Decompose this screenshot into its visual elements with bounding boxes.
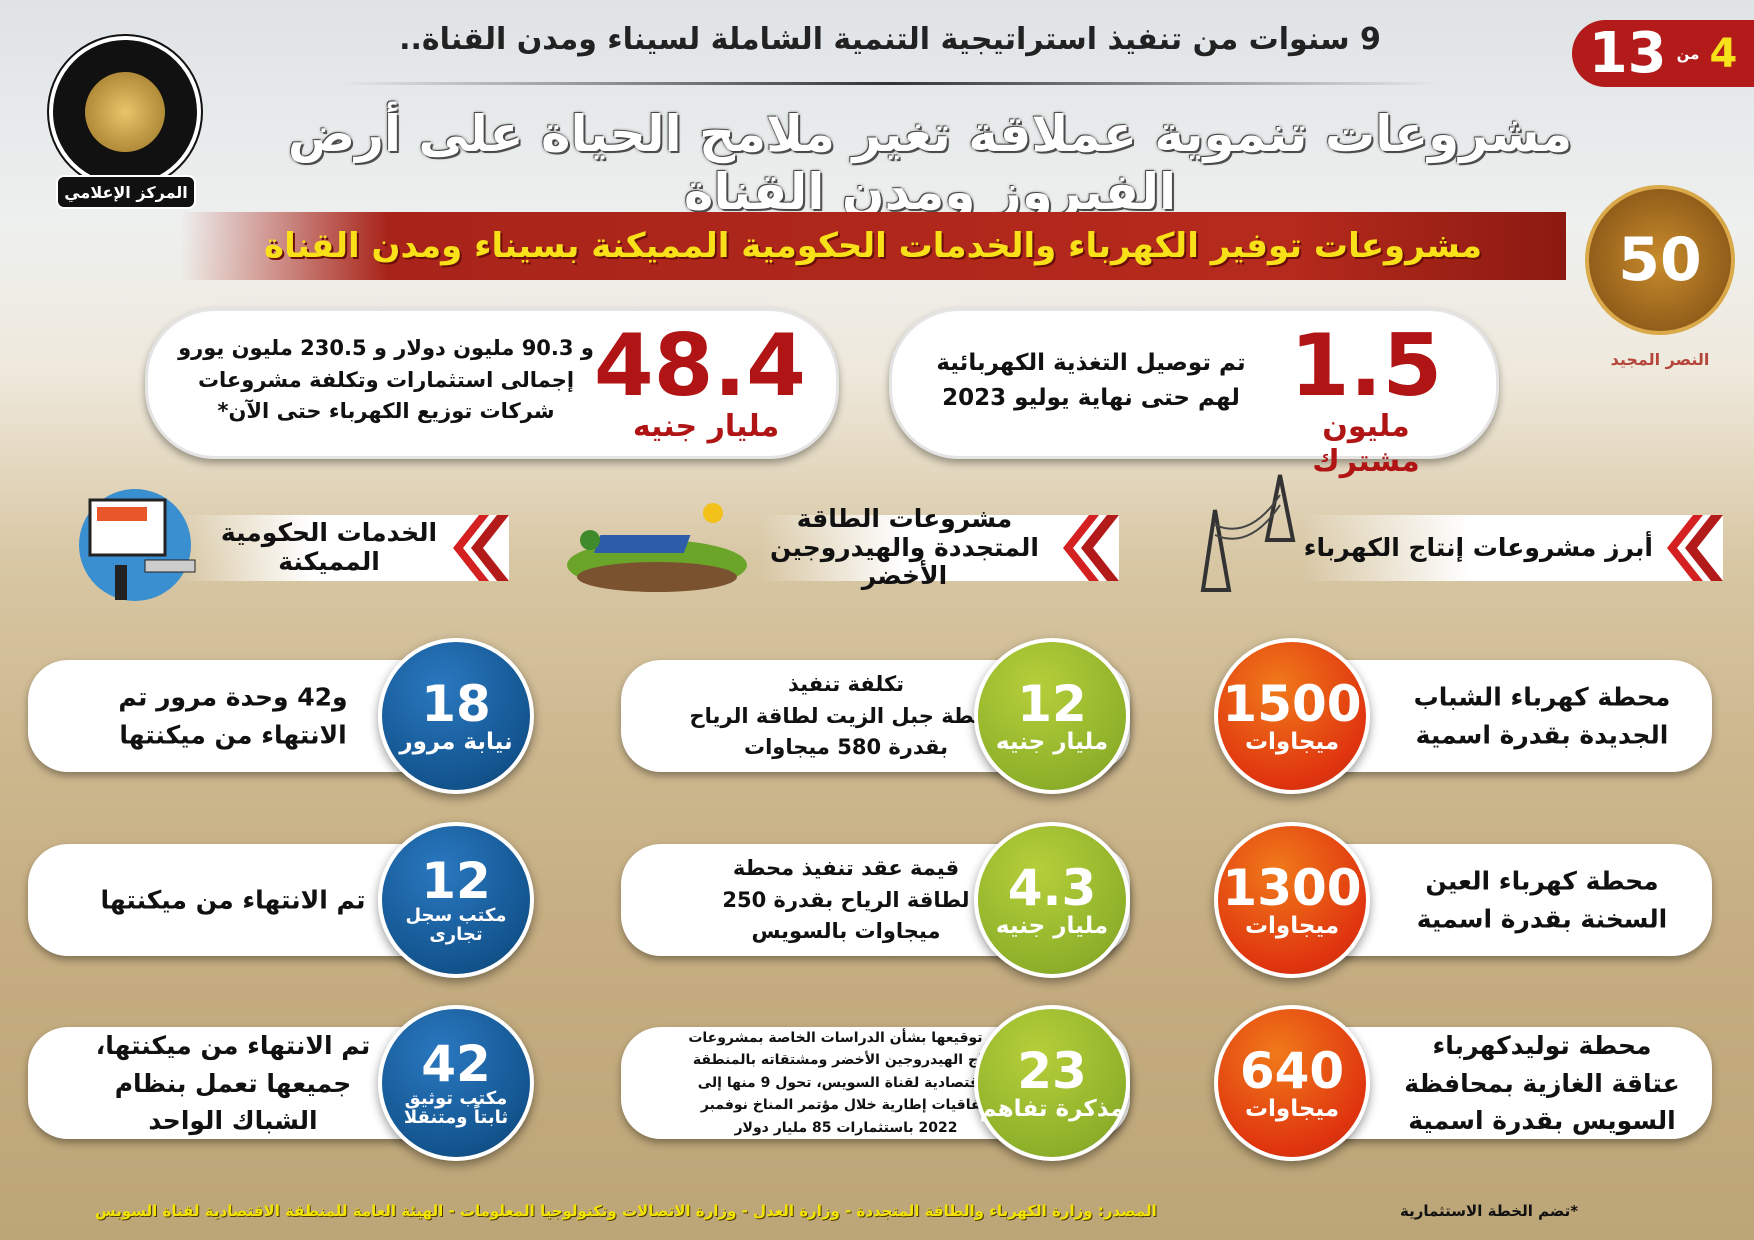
item-value-circle: 12 مليار جنيه xyxy=(974,638,1130,794)
page-number-badge: 13 من 4 xyxy=(1572,20,1754,87)
page-total: 13 xyxy=(1588,21,1667,86)
section-title: الخدمات الحكومية المميكنة xyxy=(220,518,438,576)
item-text: الشباك الواحد xyxy=(148,1105,318,1135)
chevron-icon xyxy=(1063,515,1119,581)
item-text: محطة كهرباء العين xyxy=(1425,866,1659,896)
source-note: المصدر: وزارة الكهرباء والطاقة المتجددة … xyxy=(95,1202,1157,1220)
subtitle: 9 سنوات من تنفيذ استراتيجية التنمية الشا… xyxy=(399,22,1381,57)
page-title: مشروعات تنموية عملاقة تغير ملامح الحياة … xyxy=(287,105,1573,221)
item-value-circle: 18 نيابة مرور xyxy=(378,638,534,794)
item-value-circle: 1500 ميجاوات xyxy=(1214,638,1370,794)
item-unit: مكتب سجل تجارى xyxy=(405,905,507,946)
item-value-circle: 12 مكتب سجل تجارى xyxy=(378,822,534,978)
item-value-circle: 4.3 مليار جنيه xyxy=(974,822,1130,978)
item-text: جميعها تعمل بنظام xyxy=(114,1068,352,1098)
footnote: *تضم الخطة الاستثمارية xyxy=(1400,1202,1579,1220)
divider xyxy=(340,82,1440,85)
item-text: تم توقيعها بشأن الدراسات الخاصة بمشروعات xyxy=(688,1030,1004,1047)
item-value: 1500 xyxy=(1222,674,1362,733)
stat-unit: مليون مشترك xyxy=(1312,409,1420,479)
item-text: تم الانتهاء من ميكنتها xyxy=(100,885,366,915)
emblem-caption: النصر المجيد xyxy=(1610,350,1710,369)
item-text: محطة جبل الزيت لطاقة الرياح xyxy=(689,703,1003,728)
eagle-emblem-icon xyxy=(85,72,165,152)
emblem-number: 50 xyxy=(1618,225,1702,295)
item-value: 23 xyxy=(1017,1041,1087,1100)
item-value-circle: 23 مذكرة تفاهم xyxy=(974,1005,1130,1161)
item-text: 2022 باستثمارات 85 مليار دولار xyxy=(734,1119,958,1136)
item-text: تم الانتهاء من ميكنتها، xyxy=(95,1030,371,1060)
solar-farm-icon xyxy=(567,503,747,592)
item-text: الانتهاء من ميكنتها xyxy=(119,720,347,749)
item-unit: مذكرة تفاهم xyxy=(979,1096,1125,1123)
stat-text: تم توصيل التغذية الكهربائية xyxy=(936,350,1246,376)
item-text: تكلفة تنفيذ xyxy=(787,671,905,696)
chevron-icon xyxy=(1667,515,1723,581)
stat-value: 1.5 xyxy=(1289,316,1443,416)
stat-text: إجمالى استثمارات وتكلفة مشروعات xyxy=(197,367,575,392)
item-text: ميجاوات بالسويس xyxy=(751,918,941,943)
item-text: محطة كهرباء الشباب xyxy=(1413,682,1671,712)
item-text: محطة توليدكهرباء xyxy=(1432,1030,1652,1060)
section-header-power: أبرز مشروعات إنتاج الكهرباء xyxy=(1300,515,1723,581)
stat-text: شركات توزيع الكهرباء حتى الآن* xyxy=(217,399,555,423)
stat-text: لهم حتى نهاية يوليو 2023 xyxy=(942,384,1240,411)
item-text: السخنة بقدرة اسمية xyxy=(1416,904,1668,933)
stat-value: 48.4 xyxy=(593,316,806,416)
stat-card-investments: 48.4 مليار جنيه و 90.3 مليون دولار و 230… xyxy=(145,308,839,459)
anniversary-emblem: 50 xyxy=(1585,185,1735,335)
item-value-circle: 42 مكتب توثيق ثابتاً ومتنقلا xyxy=(378,1005,534,1161)
item-value: 12 xyxy=(421,851,491,910)
item-text: بقدرة 580 ميجاوات xyxy=(743,734,949,759)
item-text: قيمة عقد تنفيذ محطة xyxy=(732,855,960,880)
section-header-renewable: مشروعات الطاقة المتجددة والهيدروجين الأخ… xyxy=(760,504,1119,590)
item-text: عتاقة الغازية بمحافظة xyxy=(1404,1068,1680,1098)
item-value: 640 xyxy=(1239,1041,1345,1100)
item-text: لطاقة الرياح بقدرة 250 xyxy=(722,887,970,912)
power-tower-icon xyxy=(1200,474,1296,592)
item-unit: مليار جنيه xyxy=(995,729,1109,756)
item-text: و42 وحدة مرور تم xyxy=(118,682,348,712)
item-unit: مليار جنيه xyxy=(995,913,1109,940)
section-title: مشروعات الطاقة المتجددة والهيدروجين الأخ… xyxy=(770,503,1039,591)
section-header-gov-services: الخدمات الحكومية المميكنة xyxy=(180,515,509,581)
page-current: 4 xyxy=(1709,30,1738,77)
page-of: من xyxy=(1676,44,1700,63)
section-title: أبرز مشروعات إنتاج الكهرباء xyxy=(1303,532,1653,562)
section-banner: مشروعات توفير الكهرباء والخدمات الحكومية… xyxy=(180,212,1566,280)
item-text: اتفاقيات إطارية خلال مؤتمر المناخ نوفمبر xyxy=(700,1097,992,1114)
logo-band: المركز الإعلامي xyxy=(56,175,196,209)
item-unit: مكتب توثيق ثابتاً ومتنقلا xyxy=(403,1088,509,1129)
item-text: السويس بقدرة اسمية xyxy=(1408,1105,1676,1135)
item-text: إنتاج الهيدروجين الأخضر ومشتقاته بالمنطق… xyxy=(692,1052,1000,1069)
item-value-circle: 1300 ميجاوات xyxy=(1214,822,1370,978)
stat-card-subscribers: 1.5 مليون مشترك تم توصيل التغذية الكهربا… xyxy=(889,308,1499,479)
item-value: 18 xyxy=(421,674,491,733)
item-unit: نيابة مرور xyxy=(399,729,513,756)
banner-text: مشروعات توفير الكهرباء والخدمات الحكومية… xyxy=(264,226,1482,266)
stat-text: و 90.3 مليون دولار و 230.5 مليون يورو xyxy=(178,336,594,360)
item-value-circle: 640 ميجاوات xyxy=(1214,1005,1370,1161)
item-unit: ميجاوات xyxy=(1244,1096,1340,1123)
item-value: 12 xyxy=(1017,674,1087,733)
computer-services-icon xyxy=(79,489,196,601)
item-text: الجديدة بقدرة اسمية xyxy=(1415,720,1669,749)
item-text: الاقتصادية لقناة السويس، تحول 9 منها إلى xyxy=(697,1074,995,1091)
item-unit: ميجاوات xyxy=(1244,729,1340,756)
stat-unit: مليار جنيه xyxy=(632,409,780,444)
cabinet-logo xyxy=(49,36,201,188)
item-value: 42 xyxy=(421,1034,491,1093)
item-unit: ميجاوات xyxy=(1244,913,1340,940)
chevron-icon xyxy=(453,515,509,581)
item-value: 1300 xyxy=(1222,858,1362,917)
item-value: 4.3 xyxy=(1007,858,1097,917)
